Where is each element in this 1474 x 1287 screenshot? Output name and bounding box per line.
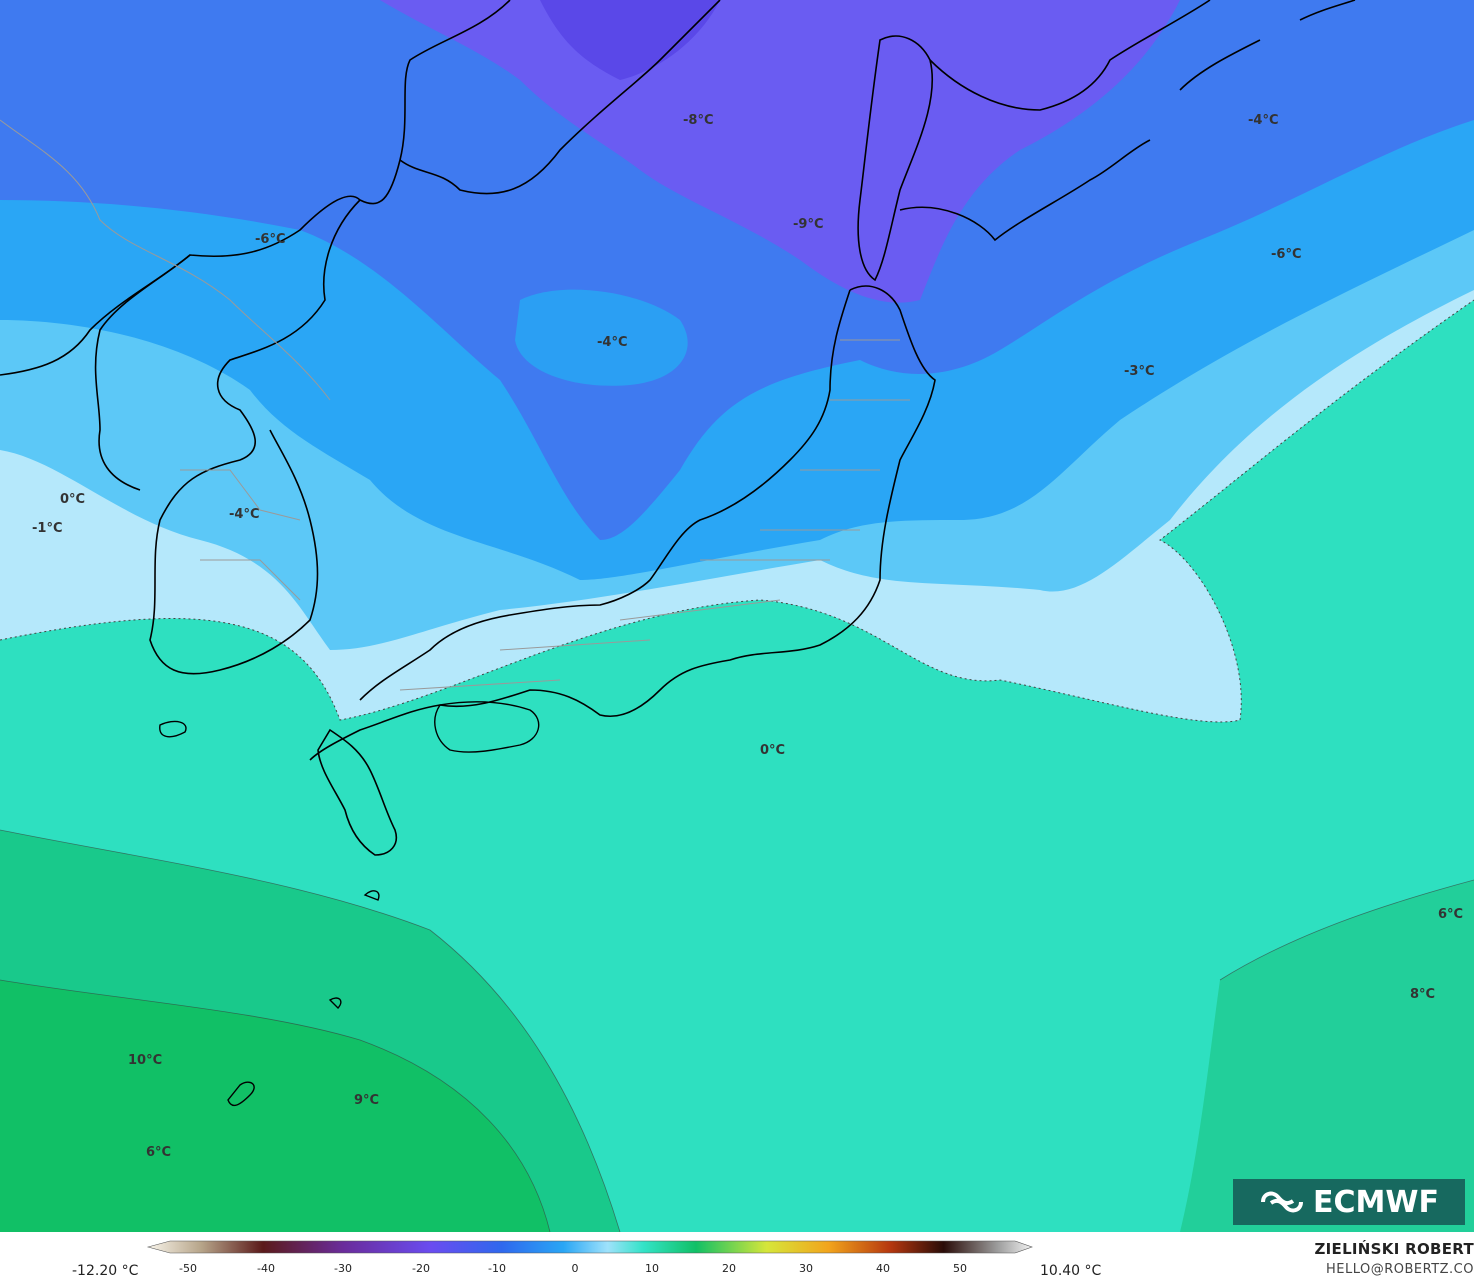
coastline-okhotsk-south <box>899 139 1151 242</box>
temp-label: -6°C <box>1271 247 1301 262</box>
temp-label: 10°C <box>128 1053 162 1068</box>
ecmwf-logo-text: ECMWF <box>1313 1184 1439 1220</box>
warmest-zone-sw <box>0 980 550 1232</box>
coastline-kuril <box>1179 0 1356 91</box>
temp-label: 9°C <box>354 1093 379 1108</box>
legend-tick: -10 <box>488 1262 506 1275</box>
coastline-sakhalin <box>857 35 934 282</box>
temp-label: 6°C <box>1438 907 1463 922</box>
legend-tick: 20 <box>722 1262 736 1275</box>
ecmwf-logo: ECMWF <box>1233 1179 1465 1225</box>
legend-tick: 40 <box>876 1262 890 1275</box>
legend-tick: -50 <box>179 1262 197 1275</box>
border-line-japan-prefectures <box>399 339 910 691</box>
coastline-islands <box>159 720 380 1107</box>
legend-tick: -40 <box>257 1262 275 1275</box>
temp-label: -4°C <box>597 335 627 350</box>
author-name: ZIELIŃSKI ROBERT <box>1314 1240 1474 1258</box>
coastline-kyushu <box>317 728 397 856</box>
isotherm-warm-2 <box>0 979 551 1232</box>
isotherm-warm-1 <box>0 829 621 1232</box>
border-line-1 <box>0 119 331 401</box>
map-svg: -8°C -4°C -9°C -6°C -6°C -4°C -3°C 0°C -… <box>0 0 1474 1232</box>
isotherm-warm-3 <box>1219 879 1474 981</box>
legend-tick: 0 <box>572 1262 579 1275</box>
temp-label: -6°C <box>255 232 285 247</box>
warm-patch-center <box>515 289 688 386</box>
color-legend: -50 -40 -30 -20 -10 0 10 20 30 40 50 <box>0 1232 1474 1287</box>
temp-label: -4°C <box>1248 113 1278 128</box>
isotherm-zero-east <box>1159 299 1474 721</box>
coldest-core <box>540 0 720 80</box>
coastline-honshu-pacific <box>309 285 936 761</box>
author-email: HELLO@ROBERTZ.CO <box>1325 1262 1474 1277</box>
temp-label: 0°C <box>760 743 785 758</box>
warm-zone-se <box>1180 880 1474 1232</box>
border-line-korea-provinces <box>180 469 301 601</box>
legend-svg: -50 -40 -30 -20 -10 0 10 20 30 40 50 <box>146 1240 1033 1275</box>
very-cold-zone <box>380 0 1180 303</box>
coastline-sea-of-okhotsk <box>399 0 721 195</box>
temp-label: 0°C <box>60 492 85 507</box>
ecmwf-logo-icon <box>1261 1191 1304 1213</box>
temp-label: -4°C <box>229 507 259 522</box>
temp-label: -1°C <box>32 521 62 536</box>
coastline-korea <box>149 199 361 675</box>
temp-label: -3°C <box>1124 364 1154 379</box>
coastline-china-bay <box>94 254 191 491</box>
legend-tick: -30 <box>334 1262 352 1275</box>
legend-tick: 30 <box>799 1262 813 1275</box>
temperature-map: -8°C -4°C -9°C -6°C -6°C -4°C -3°C 0°C -… <box>0 0 1474 1232</box>
legend-tick: 50 <box>953 1262 967 1275</box>
temp-label: 8°C <box>1410 987 1435 1002</box>
legend-tick: 10 <box>645 1262 659 1275</box>
temp-label: -9°C <box>793 217 823 232</box>
temp-label: -8°C <box>683 113 713 128</box>
coastline-shikoku <box>434 701 540 753</box>
legend-max-value: 10.40 °C <box>1040 1263 1102 1279</box>
legend-gradient-bar <box>146 1240 1033 1254</box>
legend-min-value: -12.20 °C <box>72 1263 139 1279</box>
coastline-honshu-sea-of-japan <box>359 289 851 701</box>
legend-tick: -20 <box>412 1262 430 1275</box>
coastline-mainland-north <box>0 0 511 376</box>
isotherm-zero <box>0 599 1241 723</box>
coastline-kamchatka <box>929 0 1211 111</box>
temp-label: 6°C <box>146 1145 171 1160</box>
cold-zone <box>0 0 1474 540</box>
